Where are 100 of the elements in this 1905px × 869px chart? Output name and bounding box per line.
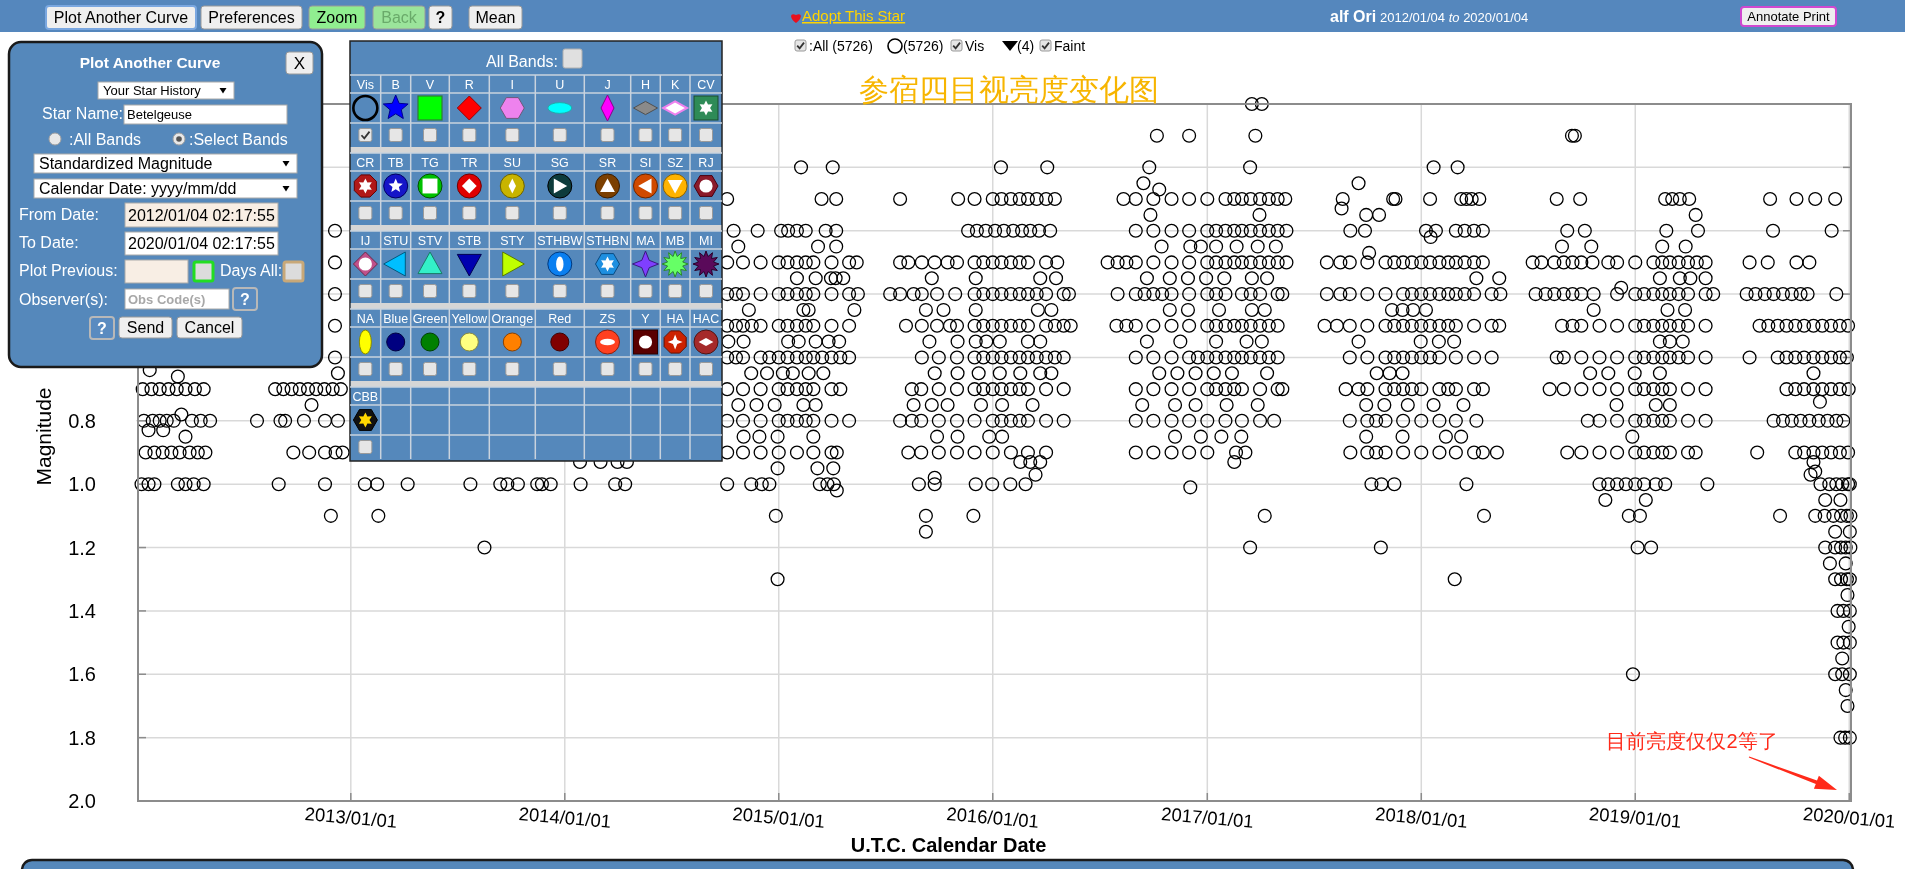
x-tick-label: 2018/01/01	[1374, 803, 1469, 832]
annotation: ZS	[599, 311, 616, 326]
text: Faint	[1054, 38, 1086, 54]
text: H	[640, 77, 651, 92]
text: R	[464, 77, 474, 92]
text: (5726)	[903, 38, 944, 54]
annotation: Cancel	[184, 319, 235, 337]
button: Back	[372, 5, 426, 30]
x-tick-label: 2016/01/01	[945, 803, 1040, 832]
select: Your Star History	[97, 81, 235, 100]
annotation: STHBN	[586, 233, 629, 248]
annotation: STV	[417, 233, 443, 248]
button: Cancel	[176, 316, 243, 339]
input: Betelgeuse	[123, 104, 288, 125]
input: Obs Code(s)	[124, 288, 230, 310]
annotation: Green	[412, 311, 448, 326]
annotation: CBB	[352, 389, 379, 404]
text: Vis	[965, 38, 985, 54]
text: B	[391, 77, 400, 92]
annotation: SI	[639, 155, 652, 170]
select: Calendar Date: yyyy/mm/dd	[33, 178, 298, 199]
annotation: NA	[356, 311, 375, 326]
text: Plot Previous:	[19, 262, 118, 279]
x-axis-title: U.T.C. Calendar Date	[850, 834, 1047, 856]
annotation: HA	[666, 311, 685, 326]
button: Zoom	[308, 5, 366, 30]
x-tick-label: 2017/01/01	[1160, 803, 1255, 832]
annotation: MI	[699, 233, 713, 248]
y-axis-title: Magnitude	[32, 387, 55, 486]
button: Annotate Print	[1740, 6, 1837, 27]
annotation: SZ	[667, 155, 684, 170]
input: 2012/01/04 02:17:55	[124, 202, 279, 228]
annotation: IJ	[360, 233, 371, 248]
annotation: Yellow	[451, 311, 489, 326]
annotation: Blue	[383, 311, 409, 326]
button: X	[285, 51, 314, 75]
text: Star Name:	[42, 105, 123, 122]
text: Plot Another Curve	[79, 54, 221, 71]
annotation: STY	[500, 233, 526, 248]
annotation: Red	[548, 311, 572, 326]
annotation: Send	[126, 319, 165, 337]
text: I	[510, 77, 515, 92]
annotation: STB	[457, 233, 482, 248]
annotation: Betelgeuse	[127, 107, 193, 123]
text: Adopt This Star	[802, 7, 906, 24]
annotation: SG	[550, 155, 569, 170]
y-tick-label: 0.8	[68, 409, 96, 432]
text: J	[604, 77, 611, 92]
annotation: HAC	[692, 311, 720, 326]
select: Standardized Magnitude	[33, 153, 298, 174]
y-tick-label: 1.8	[68, 726, 96, 749]
button: Mean	[468, 5, 523, 30]
annotation: MB	[665, 233, 685, 248]
text: alf Ori	[1330, 8, 1377, 25]
text: V	[425, 77, 435, 92]
x-tick-label: 2020/01/01	[1802, 803, 1897, 832]
annotation: :Select Bands	[189, 131, 288, 148]
y-tick-label: 1.0	[68, 473, 96, 496]
text: All Bands:	[485, 53, 558, 70]
text: To Date:	[19, 234, 79, 251]
y-tick-label: 2.0	[68, 790, 96, 812]
annotation: CR	[356, 155, 375, 170]
annotation: STHBW	[537, 233, 583, 248]
button: Plot Another Curve	[45, 5, 197, 30]
text: K	[670, 77, 680, 92]
text: CV	[697, 77, 716, 92]
x-tick-label: 2013/01/01	[303, 803, 398, 832]
annotation: TB	[387, 155, 404, 170]
annotation: :All Bands	[69, 131, 142, 148]
annotation: Y	[641, 311, 651, 326]
text: Observer(s):	[19, 291, 108, 308]
button: Send	[118, 316, 173, 339]
x-tick-label: 2019/01/01	[1588, 803, 1683, 832]
annotation: SR	[598, 155, 617, 170]
button: ?	[428, 5, 453, 30]
annotation: Standardized Magnitude	[39, 155, 213, 173]
text: (4)	[1017, 38, 1035, 54]
y-tick-label: 1.6	[68, 663, 96, 686]
text: From Date:	[19, 206, 100, 223]
button: ?	[89, 316, 115, 340]
annotation: SU	[503, 155, 521, 170]
button: Preferences	[200, 5, 303, 30]
text: U	[555, 77, 565, 92]
x-tick-label: 2014/01/01	[517, 803, 612, 832]
y-tick-label: 1.4	[68, 599, 96, 622]
annotation: Obs Code(s)	[128, 291, 206, 307]
annotation: TR	[460, 155, 478, 170]
button: ?	[232, 287, 258, 311]
annotation: RJ	[698, 155, 714, 170]
annotation: STU	[383, 233, 409, 248]
annotation: ?	[240, 290, 250, 308]
annotation: 目前亮度仅仅2等了	[1606, 730, 1778, 752]
annotation: Calendar Date: yyyy/mm/dd	[39, 180, 237, 198]
x-tick-label: 2015/01/01	[731, 803, 826, 832]
text: :All (5726)	[809, 38, 873, 54]
annotation: MA	[636, 233, 656, 248]
input: 2020/01/04 02:17:55	[124, 231, 279, 256]
annotation: TG	[421, 155, 439, 170]
text: Vis	[356, 77, 374, 92]
chart-title: 参宿四目视亮度变化图	[858, 73, 1159, 106]
